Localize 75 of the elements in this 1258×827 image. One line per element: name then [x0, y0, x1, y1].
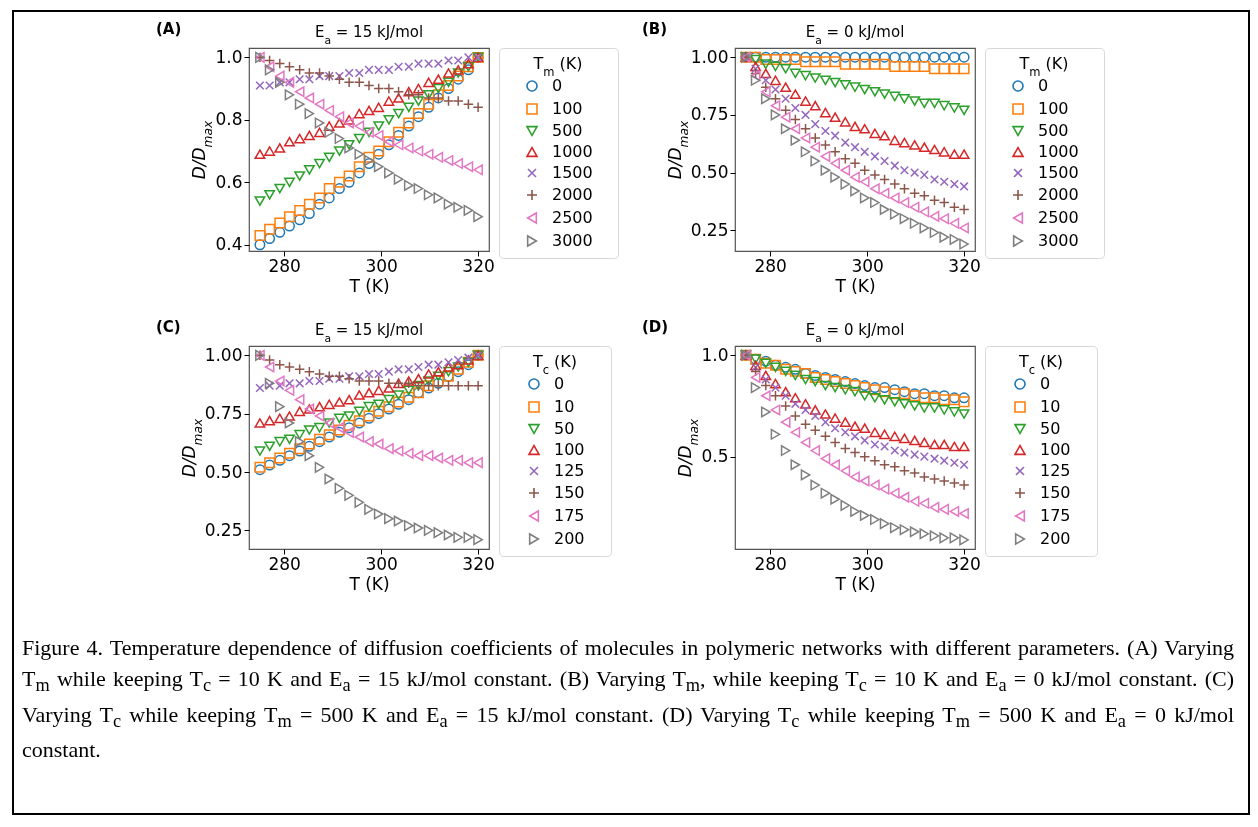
text: (D) — [642, 318, 669, 336]
y-tick-label: 0.50 — [690, 162, 729, 183]
text: (C) — [156, 318, 181, 336]
legend-label: 125 — [554, 461, 585, 480]
legend-label: 500 — [552, 121, 583, 140]
chart-title: E$_{a}$ = 15 kJ/mol — [314, 22, 424, 46]
legend-title: T$_{m}$ (K) — [1018, 54, 1069, 79]
chart-title: E$_{a}$ = 0 kJ/mol — [805, 320, 905, 344]
legend-label: 100 — [1040, 440, 1071, 459]
y-tick-label: 1.00 — [690, 46, 729, 67]
y-tick-label: 0.25 — [690, 219, 729, 240]
legend-label: 150 — [554, 483, 585, 502]
legend-label: 100 — [554, 440, 585, 459]
legend-title: T$_{c}$ (K) — [1017, 352, 1064, 377]
x-axis-title: T (K) — [834, 275, 876, 296]
x-tick-label: 280 — [268, 553, 301, 574]
x-tick-label: 300 — [365, 255, 398, 276]
y-tick-label: 0.6 — [215, 171, 243, 192]
x-axis-title: T (K) — [348, 573, 390, 594]
legend-label: 50 — [1040, 419, 1061, 438]
legend-label: 0 — [1038, 76, 1049, 95]
legend-label: 2000 — [552, 185, 593, 204]
legend-label: 175 — [554, 506, 585, 525]
y-tick-label: 0.75 — [690, 104, 729, 125]
legend-label: 2500 — [552, 208, 593, 227]
legend-label: 1500 — [552, 163, 593, 182]
legend-label: 2500 — [1038, 208, 1079, 227]
legend-label: 10 — [1040, 397, 1061, 416]
x-tick-label: 320 — [948, 553, 981, 574]
legend-label: 200 — [554, 529, 585, 548]
legend-label: 50 — [554, 419, 575, 438]
legend-label: 0 — [552, 76, 563, 95]
legend-label: 0 — [1040, 374, 1051, 393]
x-tick-label: 320 — [462, 255, 495, 276]
legend-label: 1500 — [1038, 163, 1079, 182]
x-tick-label: 320 — [462, 553, 495, 574]
legend-label: 10 — [554, 397, 575, 416]
legend-label: 150 — [1040, 483, 1071, 502]
y-tick-label: 0.5 — [701, 446, 729, 467]
legend-label: 100 — [552, 99, 583, 118]
x-tick-label: 280 — [754, 255, 787, 276]
x-tick-label: 280 — [268, 255, 301, 276]
legend-label: 3000 — [1038, 231, 1079, 250]
y-tick-label: 1.0 — [215, 46, 243, 67]
y-tick-label: 0.25 — [204, 519, 243, 540]
x-tick-label: 280 — [754, 553, 787, 574]
x-tick-label: 320 — [948, 255, 981, 276]
y-tick-label: 0.4 — [215, 234, 243, 255]
text: Figure 4. Temperature dependence of diffusion coefficients of molecules in polymeric networks with different parameters. (A) Varying T$_{m}$ while keeping T$_{c}$ = 10 K and E$_{a}$ = 15 kJ/mol constant. (B) Varying T$_{m}$, while keeping T$_{c}$ = 10 K and E$_{a}$ = 0 kJ/mol constant. (C) Varying T$_{c}$ while keeping T$_{m}$ = 500 K and E$_{a}$ = 15 kJ/mol constant. (D) Varying T$_{c}$ while keeping T$_{m}$ = 500 K and E$_{a}$ = 0 kJ/mol constant. — [22, 635, 1235, 763]
y-tick-label: 1.0 — [701, 344, 729, 365]
x-tick-label: 300 — [851, 255, 884, 276]
chart-title: E$_{a}$ = 15 kJ/mol — [314, 320, 424, 344]
legend-label: 3000 — [552, 231, 593, 250]
x-tick-label: 300 — [365, 553, 398, 574]
y-tick-label: 0.8 — [215, 109, 243, 130]
chart-title: E$_{a}$ = 0 kJ/mol — [805, 22, 905, 46]
text: (A) — [156, 20, 182, 38]
y-tick-label: 1.00 — [204, 344, 243, 365]
legend-label: 500 — [1038, 121, 1069, 140]
legend-title: T$_{m}$ (K) — [532, 54, 583, 79]
legend-label: 100 — [1038, 99, 1069, 118]
x-axis-title: T (K) — [834, 573, 876, 594]
legend-title: T$_{c}$ (K) — [531, 352, 578, 377]
legend-label: 1000 — [1038, 142, 1079, 161]
legend-label: 125 — [1040, 461, 1071, 480]
legend-label: 200 — [1040, 529, 1071, 548]
x-axis-title: T (K) — [348, 275, 390, 296]
legend-label: 2000 — [1038, 185, 1079, 204]
x-tick-label: 300 — [851, 553, 884, 574]
legend-label: 0 — [554, 374, 565, 393]
y-tick-label: 0.50 — [204, 461, 243, 482]
text: (B) — [642, 20, 668, 38]
legend-label: 175 — [1040, 506, 1071, 525]
legend-label: 1000 — [552, 142, 593, 161]
y-tick-label: 0.75 — [204, 403, 243, 424]
